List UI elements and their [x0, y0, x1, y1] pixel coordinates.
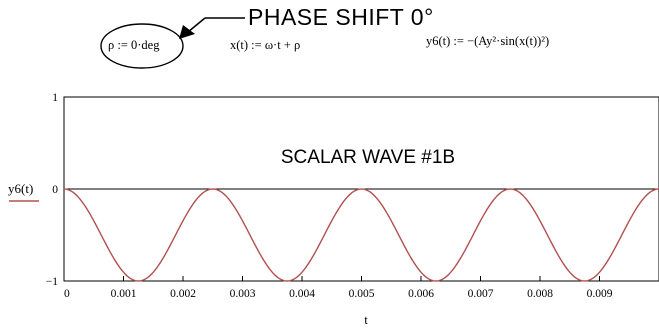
- x-tick-label: 0: [64, 288, 70, 300]
- y-tick-label-bottom: −1: [46, 276, 58, 288]
- y-axis-label: y6(t): [8, 181, 33, 196]
- x-tick-label: 0.009: [587, 288, 613, 300]
- x-tick-label: 0.001: [111, 288, 137, 300]
- wave-chart: 0 0.001 0.002 0.003 0.004 0.005 0.006 0.007 0.00…: [8, 92, 659, 327]
- equation-phase: ρ := 0·deg: [108, 38, 160, 52]
- x-tick-label: 0.008: [527, 288, 553, 300]
- chart-title: SCALAR WAVE #1B: [281, 147, 455, 168]
- x-tick-label: 0.002: [170, 288, 196, 300]
- phase-shift-callout: PHASE SHIFT 0°: [248, 4, 434, 30]
- x-tick-label: 0.004: [289, 288, 315, 300]
- x-axis-label: t: [364, 312, 368, 327]
- callout-arrow-shaft: [187, 17, 206, 33]
- callout-arrowhead: [179, 25, 195, 39]
- x-tick-label: 0.003: [230, 288, 256, 300]
- y-tick-label-zero: 0: [52, 184, 58, 196]
- equation-y6: y6(t) := −(Ay²·sin(x(t))²): [426, 34, 550, 48]
- highlight-ellipse: [100, 23, 184, 69]
- x-tick-label: 0.007: [468, 288, 494, 300]
- equation-x: x(t) := ω·t + ρ: [230, 38, 301, 52]
- y-tick-label-top: 1: [52, 92, 58, 104]
- callout-graphics: [100, 17, 245, 69]
- x-tick-label: 0.005: [349, 288, 375, 300]
- series-line-y6: [63, 188, 659, 282]
- x-tick-label: 0.006: [408, 288, 434, 300]
